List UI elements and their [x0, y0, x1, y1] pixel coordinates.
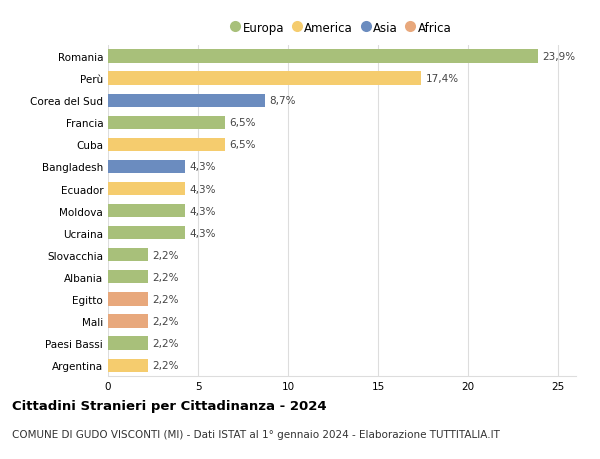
Text: 4,3%: 4,3%: [190, 228, 217, 238]
Bar: [108, 73, 421, 85]
Bar: [108, 183, 185, 196]
Text: 4,3%: 4,3%: [190, 184, 217, 194]
Bar: [108, 271, 148, 284]
Bar: [108, 315, 148, 328]
Text: 6,5%: 6,5%: [229, 140, 256, 150]
Text: COMUNE DI GUDO VISCONTI (MI) - Dati ISTAT al 1° gennaio 2024 - Elaborazione TUTT: COMUNE DI GUDO VISCONTI (MI) - Dati ISTA…: [12, 429, 500, 439]
Text: 2,2%: 2,2%: [152, 360, 179, 370]
Text: 8,7%: 8,7%: [269, 96, 296, 106]
Bar: [108, 249, 148, 262]
Bar: [108, 95, 265, 107]
Bar: [108, 337, 148, 350]
Bar: [108, 139, 225, 151]
Text: 23,9%: 23,9%: [543, 52, 576, 62]
Text: 2,2%: 2,2%: [152, 316, 179, 326]
Text: Cittadini Stranieri per Cittadinanza - 2024: Cittadini Stranieri per Cittadinanza - 2…: [12, 399, 326, 412]
Bar: [108, 359, 148, 372]
Text: 4,3%: 4,3%: [190, 162, 217, 172]
Text: 6,5%: 6,5%: [229, 118, 256, 128]
Bar: [108, 161, 185, 174]
Bar: [108, 293, 148, 306]
Text: 2,2%: 2,2%: [152, 294, 179, 304]
Bar: [108, 50, 538, 63]
Text: 2,2%: 2,2%: [152, 272, 179, 282]
Text: 4,3%: 4,3%: [190, 206, 217, 216]
Text: 2,2%: 2,2%: [152, 250, 179, 260]
Legend: Europa, America, Asia, Africa: Europa, America, Asia, Africa: [232, 22, 452, 35]
Bar: [108, 227, 185, 240]
Bar: [108, 117, 225, 129]
Bar: [108, 205, 185, 218]
Text: 17,4%: 17,4%: [426, 74, 459, 84]
Text: 2,2%: 2,2%: [152, 338, 179, 348]
